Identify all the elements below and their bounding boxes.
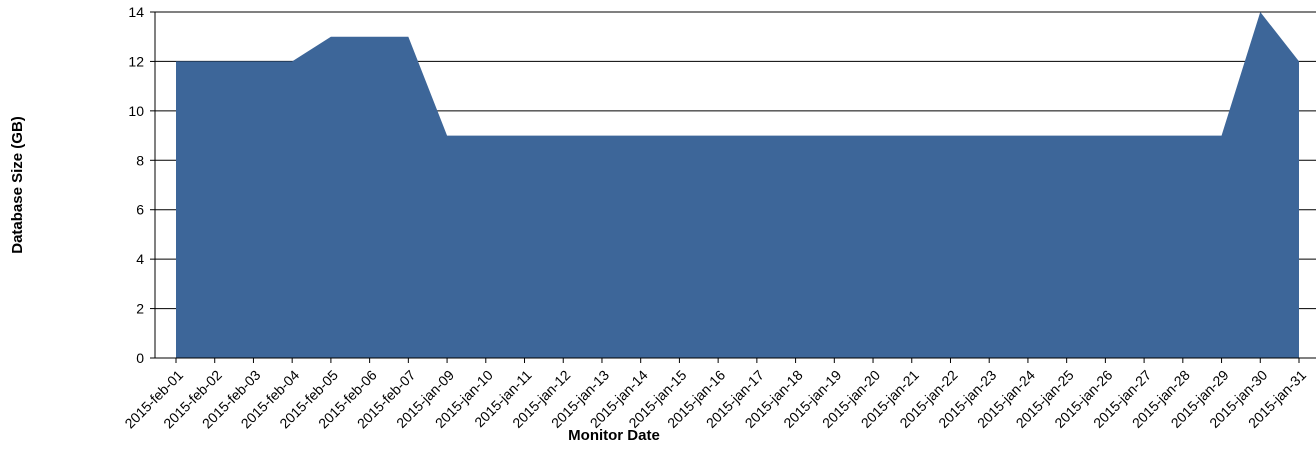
y-tick-label: 6 xyxy=(136,202,144,218)
y-tick-label: 10 xyxy=(128,103,144,119)
y-tick-label: 0 xyxy=(136,350,144,366)
y-tick-label: 14 xyxy=(128,4,144,20)
y-tick-label: 2 xyxy=(136,301,144,317)
y-tick-labels: 0 2 4 6 8 10 12 14 xyxy=(128,4,144,366)
area-series xyxy=(176,12,1299,358)
y-axis-title: Database Size (GB) xyxy=(9,116,26,254)
x-tick-labels: 2015-feb-012015-feb-022015-feb-032015-fe… xyxy=(121,367,1309,432)
y-tick-label: 8 xyxy=(136,152,144,168)
area-fill xyxy=(176,12,1299,358)
y-tick-label: 12 xyxy=(128,53,144,69)
axes xyxy=(150,11,1316,363)
y-tick-label: 4 xyxy=(136,251,144,267)
x-axis-title: Monitor Date xyxy=(568,427,660,444)
